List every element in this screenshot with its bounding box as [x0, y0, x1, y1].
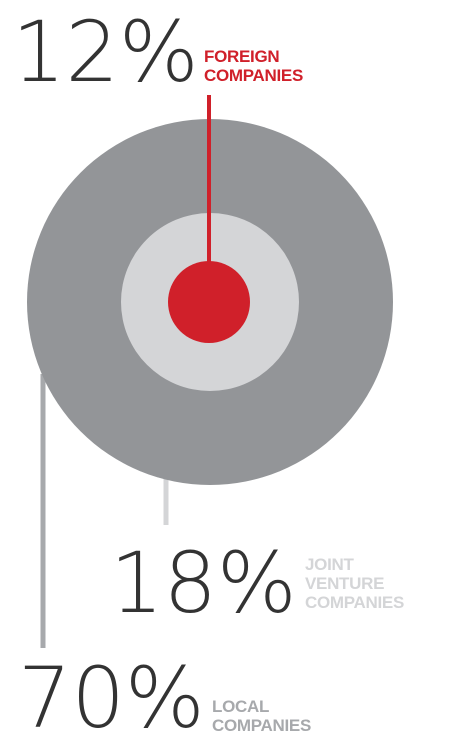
circle-foreign	[168, 261, 250, 343]
series-label-local: LOCAL COMPANIES	[212, 697, 311, 735]
series-label-local-line-2: COMPANIES	[212, 716, 311, 735]
series-label-foreign: FOREIGN COMPANIES	[204, 47, 303, 85]
series-label-joint-venture-line-3: COMPANIES	[305, 593, 404, 612]
series-label-joint-venture: JOINT VENTURE COMPANIES	[305, 555, 404, 612]
value-label-foreign: 12%	[12, 3, 199, 101]
series-label-local-line-1: LOCAL	[212, 697, 269, 716]
series-label-joint-venture-line-2: VENTURE	[305, 574, 384, 593]
value-label-local: 70%	[18, 649, 205, 735]
series-label-joint-venture-line-1: JOINT	[305, 555, 354, 574]
series-label-foreign-line-2: COMPANIES	[204, 66, 303, 85]
value-label-joint-venture: 18%	[110, 534, 297, 632]
series-label-foreign-line-1: FOREIGN	[204, 47, 279, 66]
